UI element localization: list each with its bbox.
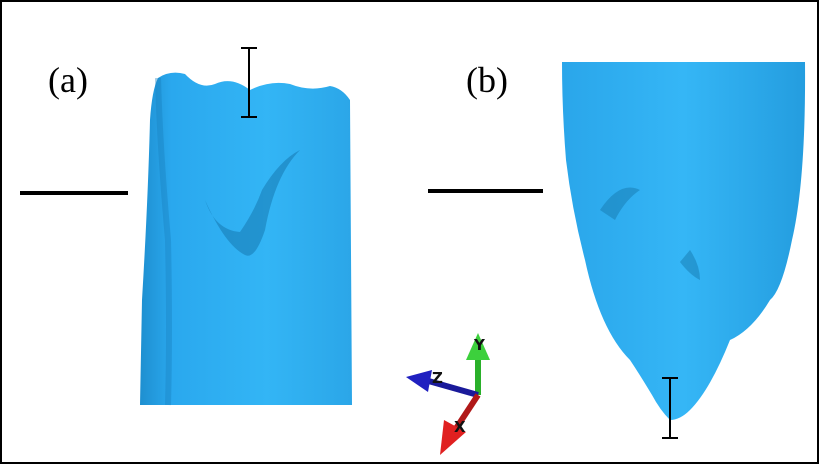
panel-label: (b) xyxy=(466,60,508,100)
panel-label: (a) xyxy=(48,60,88,100)
axis-label: Y xyxy=(473,336,486,354)
axis-label: Z xyxy=(432,369,443,387)
figure: (a) (b) Y Z X xyxy=(0,0,820,465)
axis-label: X xyxy=(454,418,466,436)
